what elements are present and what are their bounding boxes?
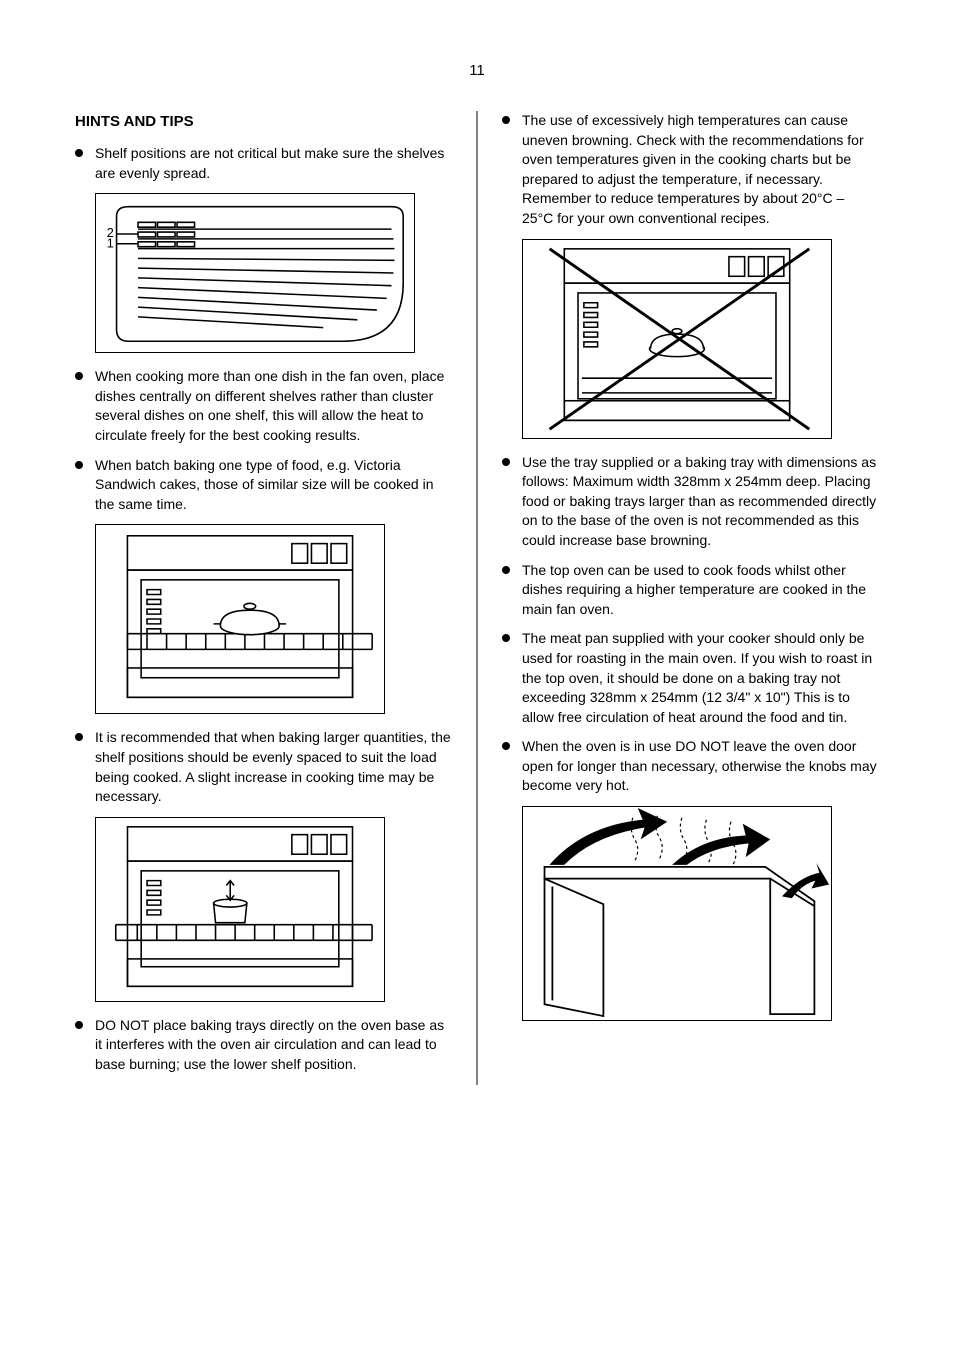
bullet-item: The top oven can be used to cook foods w… bbox=[502, 561, 879, 620]
bullet-text: The top oven can be used to cook foods w… bbox=[522, 561, 879, 620]
bullet-item: Shelf positions are not critical but mak… bbox=[75, 144, 452, 183]
label-1: 1 bbox=[107, 237, 114, 251]
bullet-item: When cooking more than one dish in the f… bbox=[75, 367, 452, 445]
columns: HINTS AND TIPS Shelf positions are not c… bbox=[70, 111, 884, 1085]
bullet-icon bbox=[502, 458, 510, 466]
figure-oven-single-dish bbox=[95, 524, 385, 714]
bullet-icon bbox=[502, 566, 510, 574]
bullet-text: When cooking more than one dish in the f… bbox=[95, 367, 452, 445]
right-column: The use of excessively high temperatures… bbox=[497, 111, 884, 1085]
bullet-icon bbox=[75, 1021, 83, 1029]
bullet-item: Use the tray supplied or a baking tray w… bbox=[502, 453, 879, 551]
bullet-icon bbox=[75, 372, 83, 380]
bullet-item: The meat pan supplied with your cooker s… bbox=[502, 629, 879, 727]
bullet-text: When batch baking one type of food, e.g.… bbox=[95, 456, 452, 515]
section-title: HINTS AND TIPS bbox=[75, 111, 452, 132]
figure-oven-spacing bbox=[95, 817, 385, 1002]
figure-door-heat bbox=[522, 806, 832, 1021]
bullet-text: When the oven is in use DO NOT leave the… bbox=[522, 737, 879, 796]
bullet-item: When the oven is in use DO NOT leave the… bbox=[502, 737, 879, 796]
bullet-item: The use of excessively high temperatures… bbox=[502, 111, 879, 229]
bullet-icon bbox=[502, 742, 510, 750]
bullet-icon bbox=[75, 461, 83, 469]
bullet-icon bbox=[502, 634, 510, 642]
bullet-text: DO NOT place baking trays directly on th… bbox=[95, 1016, 452, 1075]
figure-oven-crossed bbox=[522, 239, 832, 439]
bullet-text: Shelf positions are not critical but mak… bbox=[95, 144, 452, 183]
bullet-item: When batch baking one type of food, e.g.… bbox=[75, 456, 452, 515]
bullet-icon bbox=[75, 149, 83, 157]
bullet-text: The use of excessively high temperatures… bbox=[522, 111, 879, 229]
bullet-item: It is recommended that when baking large… bbox=[75, 728, 452, 806]
page-number: 11 bbox=[70, 60, 884, 81]
bullet-text: It is recommended that when baking large… bbox=[95, 728, 452, 806]
left-column: HINTS AND TIPS Shelf positions are not c… bbox=[70, 111, 457, 1085]
bullet-icon bbox=[75, 733, 83, 741]
bullet-icon bbox=[502, 116, 510, 124]
bullet-item: DO NOT place baking trays directly on th… bbox=[75, 1016, 452, 1075]
bullet-text: The meat pan supplied with your cooker s… bbox=[522, 629, 879, 727]
page: 11 HINTS AND TIPS Shelf positions are no… bbox=[0, 0, 954, 1125]
bullet-text: Use the tray supplied or a baking tray w… bbox=[522, 453, 879, 551]
figure-shelf-positions: 2 1 bbox=[95, 193, 415, 353]
column-divider bbox=[477, 111, 478, 1085]
